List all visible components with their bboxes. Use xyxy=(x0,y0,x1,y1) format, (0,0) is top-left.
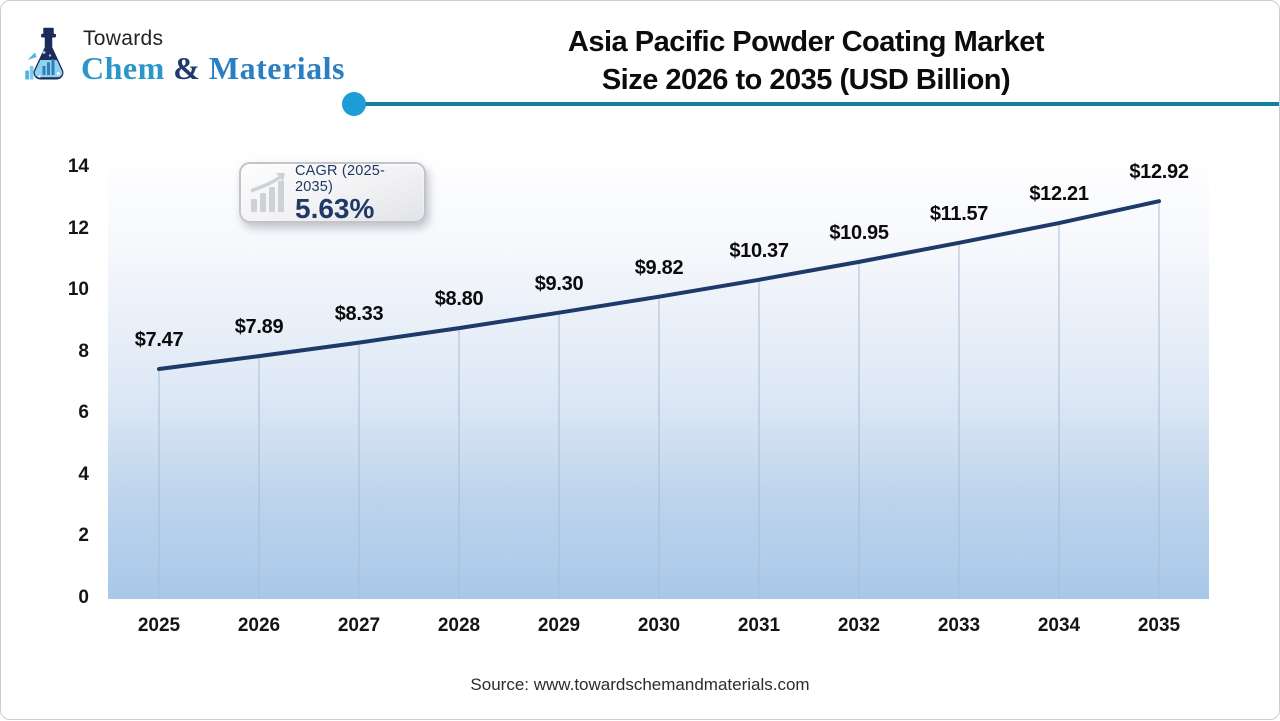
value-label-2032: $10.95 xyxy=(829,221,889,244)
x-tick-2029: 2029 xyxy=(537,615,581,636)
y-tick-0: 0 xyxy=(78,587,89,608)
logo-chem: Chem xyxy=(81,50,165,86)
value-label-2028: $8.80 xyxy=(434,288,484,311)
value-label-2027: $8.33 xyxy=(334,302,384,325)
header-divider-dot xyxy=(342,92,366,116)
growth-chart-icon xyxy=(250,172,285,212)
y-tick-8: 8 xyxy=(78,340,89,362)
x-tick-2031: 2031 xyxy=(737,615,781,636)
logo-materials: Materials xyxy=(208,50,345,86)
x-tick-2033: 2033 xyxy=(937,615,981,636)
y-tick-14: 14 xyxy=(67,156,89,177)
value-label-2029: $9.30 xyxy=(534,272,584,295)
y-tick-4: 4 xyxy=(78,463,89,485)
value-label-2030: $9.82 xyxy=(634,256,684,279)
value-label-2031: $10.37 xyxy=(729,239,789,262)
value-label-2026: $7.89 xyxy=(234,316,284,339)
value-label-2035: $12.92 xyxy=(1129,161,1189,184)
logo-word-towards: Towards xyxy=(83,27,164,50)
brand-logo: Towards Chem & Materials xyxy=(21,27,345,87)
trend-line xyxy=(157,199,1161,371)
y-tick-2: 2 xyxy=(78,525,89,547)
droplines xyxy=(158,201,1160,599)
flask-icon xyxy=(25,27,64,80)
value-label-2033: $11.57 xyxy=(929,202,989,225)
x-tick-2035: 2035 xyxy=(1137,615,1181,636)
cagr-label: CAGR (2025-2035) xyxy=(295,162,386,195)
cagr-badge: CAGR (2025-2035) 5.63% xyxy=(239,162,426,223)
x-tick-2030: 2030 xyxy=(637,615,681,636)
x-tick-2028: 2028 xyxy=(437,615,481,636)
value-label-2025: $7.47 xyxy=(134,329,184,352)
header-divider-line xyxy=(354,102,1279,106)
logo-word-brand: Chem & Materials xyxy=(81,51,345,85)
y-tick-12: 12 xyxy=(67,217,89,239)
y-tick-6: 6 xyxy=(78,402,89,424)
value-label-2034: $12.21 xyxy=(1029,183,1089,206)
chart-title-line1: Asia Pacific Powder Coating Market xyxy=(567,26,1045,58)
source-text: Source: www.towardschemandmaterials.com xyxy=(470,675,810,694)
x-tick-2025: 2025 xyxy=(137,615,181,636)
cagr-value: 5.63% xyxy=(295,192,375,224)
x-tick-2026: 2026 xyxy=(237,615,281,636)
x-tick-2032: 2032 xyxy=(837,615,881,636)
y-tick-10: 10 xyxy=(67,279,89,301)
chart-title: Asia Pacific Powder Coating Market Size … xyxy=(381,23,1231,99)
x-tick-2027: 2027 xyxy=(337,615,381,636)
chart-title-line2: Size 2026 to 2035 (USD Billion) xyxy=(601,64,1011,96)
x-tick-2034: 2034 xyxy=(1037,615,1081,636)
logo-ampersand: & xyxy=(164,50,209,86)
